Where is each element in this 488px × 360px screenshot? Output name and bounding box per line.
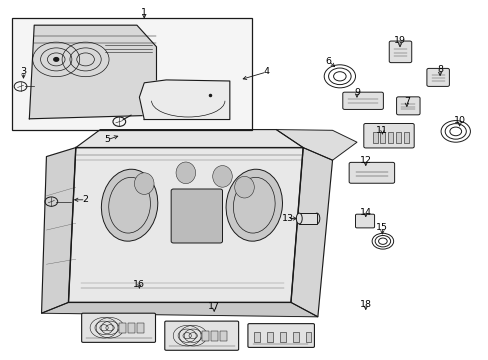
Text: 15: 15 (376, 223, 387, 232)
FancyBboxPatch shape (247, 324, 314, 347)
Bar (279, 332, 285, 342)
Text: 12: 12 (359, 156, 371, 165)
Bar (387, 132, 392, 143)
Bar (292, 332, 298, 342)
Bar (137, 323, 144, 333)
Bar (254, 332, 260, 342)
Bar (202, 331, 208, 341)
Ellipse shape (225, 169, 282, 241)
Polygon shape (41, 148, 76, 313)
FancyBboxPatch shape (396, 97, 419, 115)
Bar (380, 132, 385, 143)
FancyBboxPatch shape (355, 214, 374, 228)
Text: 1: 1 (141, 8, 147, 17)
Polygon shape (76, 130, 303, 148)
Text: 9: 9 (353, 88, 359, 97)
Text: 8: 8 (436, 65, 442, 74)
FancyBboxPatch shape (81, 313, 155, 342)
Circle shape (54, 58, 59, 61)
Ellipse shape (212, 166, 232, 187)
FancyBboxPatch shape (342, 92, 383, 109)
Text: 3: 3 (20, 68, 26, 77)
Text: 13: 13 (281, 214, 293, 223)
Bar (299, 213, 316, 224)
Bar (395, 132, 400, 143)
Text: 2: 2 (82, 195, 88, 204)
FancyBboxPatch shape (348, 162, 394, 183)
Polygon shape (139, 80, 229, 120)
Text: 10: 10 (453, 116, 465, 125)
Bar (210, 331, 218, 341)
Polygon shape (68, 148, 303, 302)
Ellipse shape (234, 176, 254, 198)
Text: 7: 7 (403, 97, 409, 106)
FancyBboxPatch shape (164, 321, 238, 350)
Bar (372, 132, 377, 143)
Text: 16: 16 (133, 280, 145, 289)
FancyBboxPatch shape (426, 68, 448, 86)
Polygon shape (290, 148, 332, 317)
Text: 17: 17 (208, 302, 220, 311)
Bar (12, 18, 251, 130)
FancyBboxPatch shape (363, 123, 413, 148)
Text: 14: 14 (359, 208, 371, 217)
Text: 18: 18 (359, 300, 371, 309)
Ellipse shape (296, 213, 302, 224)
Ellipse shape (313, 213, 319, 224)
Bar (266, 332, 272, 342)
Ellipse shape (134, 173, 154, 194)
FancyBboxPatch shape (171, 189, 222, 243)
Bar (118, 323, 125, 333)
Bar (127, 323, 135, 333)
Text: 4: 4 (263, 68, 269, 77)
Bar (220, 331, 227, 341)
Text: 5: 5 (104, 135, 110, 144)
Bar (305, 332, 311, 342)
FancyBboxPatch shape (388, 41, 411, 63)
Polygon shape (41, 302, 317, 317)
Polygon shape (276, 130, 356, 160)
Ellipse shape (176, 162, 195, 184)
Polygon shape (29, 25, 156, 119)
Text: 19: 19 (393, 36, 405, 45)
Text: 6: 6 (325, 57, 331, 66)
Ellipse shape (101, 169, 158, 241)
Text: 11: 11 (376, 126, 387, 135)
Bar (403, 132, 408, 143)
